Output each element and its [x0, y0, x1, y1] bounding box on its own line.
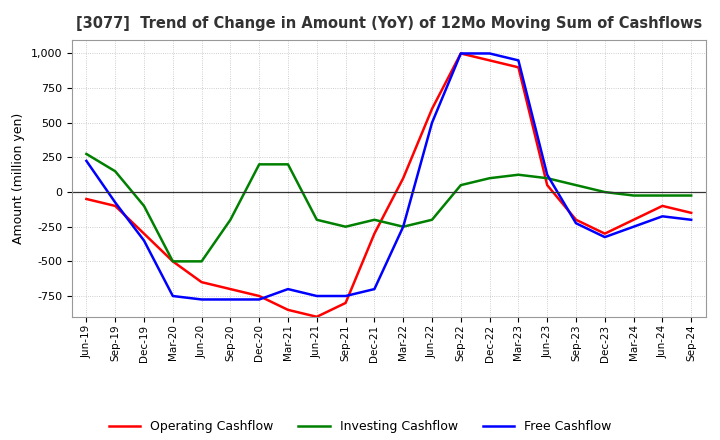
Free Cashflow: [428, 120, 436, 125]
Operating Cashflow: [658, 203, 667, 209]
Free Cashflow: [399, 224, 408, 229]
Operating Cashflow: [600, 231, 609, 236]
Free Cashflow: [370, 286, 379, 292]
Investing Cashflow: [197, 259, 206, 264]
Free Cashflow: [514, 58, 523, 63]
Operating Cashflow: [543, 183, 552, 188]
Operating Cashflow: [255, 293, 264, 299]
Operating Cashflow: [456, 51, 465, 56]
Investing Cashflow: [82, 151, 91, 157]
Investing Cashflow: [140, 203, 148, 209]
Investing Cashflow: [341, 224, 350, 229]
Free Cashflow: [572, 220, 580, 226]
Free Cashflow: [111, 200, 120, 205]
Operating Cashflow: [168, 259, 177, 264]
Free Cashflow: [456, 51, 465, 56]
Investing Cashflow: [399, 224, 408, 229]
Free Cashflow: [312, 293, 321, 299]
Free Cashflow: [284, 286, 292, 292]
Free Cashflow: [600, 235, 609, 240]
Y-axis label: Amount (million yen): Amount (million yen): [12, 113, 25, 244]
Investing Cashflow: [514, 172, 523, 177]
Operating Cashflow: [399, 176, 408, 181]
Operating Cashflow: [312, 314, 321, 319]
Operating Cashflow: [226, 286, 235, 292]
Line: Operating Cashflow: Operating Cashflow: [86, 53, 691, 317]
Investing Cashflow: [485, 176, 494, 181]
Free Cashflow: [226, 297, 235, 302]
Free Cashflow: [658, 214, 667, 219]
Investing Cashflow: [572, 183, 580, 188]
Operating Cashflow: [572, 217, 580, 222]
Investing Cashflow: [658, 193, 667, 198]
Investing Cashflow: [312, 217, 321, 222]
Operating Cashflow: [629, 217, 638, 222]
Free Cashflow: [82, 158, 91, 164]
Free Cashflow: [140, 238, 148, 243]
Operating Cashflow: [284, 307, 292, 312]
Investing Cashflow: [456, 183, 465, 188]
Operating Cashflow: [82, 196, 91, 202]
Operating Cashflow: [111, 203, 120, 209]
Investing Cashflow: [168, 259, 177, 264]
Investing Cashflow: [111, 169, 120, 174]
Free Cashflow: [341, 293, 350, 299]
Operating Cashflow: [197, 279, 206, 285]
Operating Cashflow: [370, 231, 379, 236]
Investing Cashflow: [543, 176, 552, 181]
Free Cashflow: [197, 297, 206, 302]
Investing Cashflow: [600, 189, 609, 194]
Free Cashflow: [485, 51, 494, 56]
Title: [3077]  Trend of Change in Amount (YoY) of 12Mo Moving Sum of Cashflows: [3077] Trend of Change in Amount (YoY) o…: [76, 16, 702, 32]
Investing Cashflow: [428, 217, 436, 222]
Free Cashflow: [255, 297, 264, 302]
Investing Cashflow: [226, 217, 235, 222]
Free Cashflow: [687, 217, 696, 222]
Free Cashflow: [543, 172, 552, 177]
Operating Cashflow: [428, 106, 436, 111]
Operating Cashflow: [341, 300, 350, 305]
Operating Cashflow: [687, 210, 696, 216]
Investing Cashflow: [629, 193, 638, 198]
Operating Cashflow: [514, 65, 523, 70]
Operating Cashflow: [485, 58, 494, 63]
Investing Cashflow: [255, 161, 264, 167]
Line: Investing Cashflow: Investing Cashflow: [86, 154, 691, 261]
Line: Free Cashflow: Free Cashflow: [86, 53, 691, 300]
Operating Cashflow: [140, 231, 148, 236]
Free Cashflow: [168, 293, 177, 299]
Legend: Operating Cashflow, Investing Cashflow, Free Cashflow: Operating Cashflow, Investing Cashflow, …: [104, 415, 616, 438]
Investing Cashflow: [284, 161, 292, 167]
Investing Cashflow: [687, 193, 696, 198]
Investing Cashflow: [370, 217, 379, 222]
Free Cashflow: [629, 224, 638, 229]
